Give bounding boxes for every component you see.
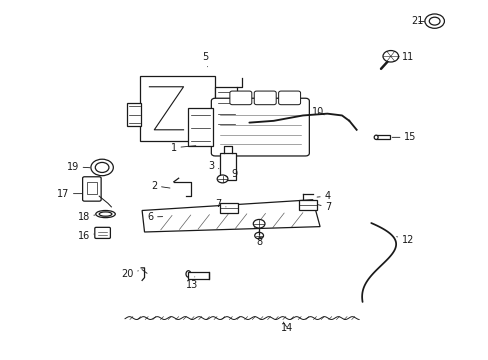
Polygon shape — [142, 200, 320, 232]
Text: 5: 5 — [202, 52, 208, 67]
Bar — [220, 153, 235, 180]
Circle shape — [217, 175, 227, 183]
Text: 18: 18 — [77, 212, 95, 222]
Bar — [299, 201, 316, 210]
Text: 12: 12 — [396, 235, 413, 245]
Text: 19: 19 — [66, 162, 90, 172]
Circle shape — [254, 232, 263, 239]
Text: 6: 6 — [147, 212, 163, 222]
Circle shape — [428, 17, 439, 25]
Bar — [188, 108, 212, 146]
FancyBboxPatch shape — [211, 98, 309, 156]
Ellipse shape — [96, 211, 115, 218]
Text: 7: 7 — [215, 199, 225, 209]
Text: 15: 15 — [391, 132, 416, 142]
Circle shape — [253, 220, 264, 228]
Ellipse shape — [373, 135, 377, 139]
Text: 13: 13 — [185, 277, 198, 290]
FancyBboxPatch shape — [229, 91, 251, 105]
Text: 11: 11 — [397, 52, 413, 62]
Ellipse shape — [185, 271, 190, 277]
Bar — [220, 203, 237, 213]
Circle shape — [303, 202, 312, 208]
Circle shape — [424, 14, 444, 28]
Text: 2: 2 — [151, 181, 170, 191]
FancyBboxPatch shape — [95, 227, 110, 238]
Bar — [188, 272, 208, 279]
Circle shape — [91, 159, 113, 176]
Text: 1: 1 — [170, 143, 195, 153]
FancyBboxPatch shape — [254, 91, 276, 105]
Text: 17: 17 — [57, 189, 82, 199]
Bar — [215, 87, 237, 130]
Text: 8: 8 — [256, 231, 262, 247]
Text: 21: 21 — [410, 17, 424, 27]
Text: 9: 9 — [225, 169, 237, 179]
Text: 16: 16 — [77, 231, 94, 241]
FancyBboxPatch shape — [278, 91, 300, 105]
Bar — [140, 76, 215, 140]
Circle shape — [95, 162, 109, 172]
Bar — [127, 103, 141, 126]
FancyBboxPatch shape — [82, 177, 101, 201]
Text: 14: 14 — [281, 322, 293, 333]
Text: 20: 20 — [121, 269, 138, 279]
Bar — [87, 182, 97, 194]
Text: 4: 4 — [316, 191, 330, 201]
Text: 3: 3 — [208, 161, 219, 171]
Text: 10: 10 — [311, 107, 324, 117]
Text: 7: 7 — [317, 202, 331, 212]
Ellipse shape — [99, 212, 112, 216]
Circle shape — [382, 50, 398, 62]
Bar — [375, 135, 389, 139]
